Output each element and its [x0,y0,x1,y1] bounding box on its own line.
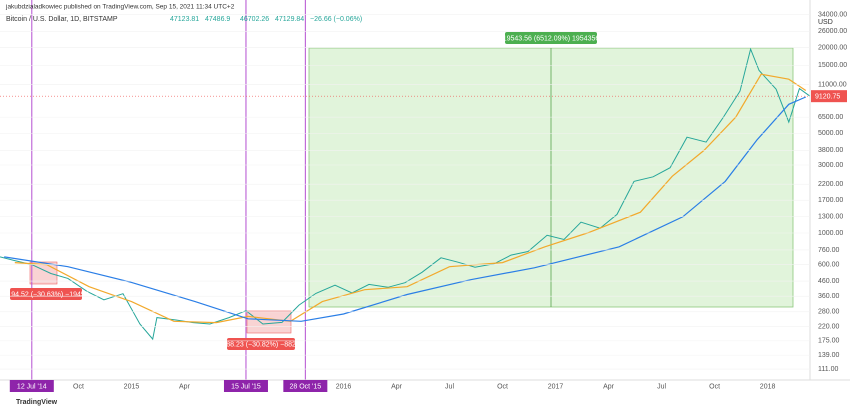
y-tick-label: 20000.00 [818,44,847,51]
y-tick-label: 175.00 [818,338,840,345]
header: jakubdzialadkowiec published on TradingV… [5,4,235,11]
measure-box-down [29,261,58,285]
x-tick-label: Apr [179,383,191,390]
x-tick-label: 2016 [336,383,352,390]
x-tick-label: Oct [709,383,720,390]
x-tick-label: 2018 [760,383,776,390]
x-tick-label: Jul [445,383,454,390]
x-tick-label: Jul [657,383,666,390]
x-tick-label: 28 Oct '15 [289,383,321,390]
x-tick-label: Oct [73,383,84,390]
y-tick-label: 600.00 [818,261,840,268]
x-marker-label-box [223,380,268,392]
y-tick-label: 1700.00 [818,197,843,204]
legend-title: Bitcoin / U.S. Dollar, 1D, BITSTAMP [6,16,118,23]
series-line [4,96,807,322]
x-tick-label: Oct [497,383,508,390]
y-tick-label: 26000.00 [818,28,847,35]
x-tick-label: 2017 [548,383,564,390]
x-tick-label: Apr [391,383,403,390]
y-tick-label: 280.00 [818,309,840,316]
y-tick-label: 5000.00 [818,130,843,137]
y-tick-label: 1000.00 [818,230,843,237]
annotation: 19543.56 (6512.09%) 1954356 [503,35,600,42]
last-price-box [811,90,847,103]
y-tick-label: 6500.00 [818,114,843,121]
annotation-box [10,288,82,300]
y-tick-label: 220.00 [818,324,840,331]
y-tick-label: 3800.00 [818,147,843,154]
axes: 34000.00 26000.00 20000.00 15000.00 11000.00… [0,12,847,392]
x-marker-label-box [283,380,328,392]
y-tick-label: 3000.00 [818,162,843,169]
x-tick-label: 15 Jul '15 [231,383,261,390]
x-marker-label-box [9,380,54,392]
series-line [14,73,807,324]
y-tick-label: 34000.00 [818,12,847,19]
legend-change: −26.66 (−0.06%) [310,16,362,23]
watermark: TradingView [16,399,58,406]
x-tick-label: Apr [603,383,615,390]
x-tick-label: 2015 [124,383,140,390]
y-tick-label: 11000.00 [818,81,847,88]
measure-box-down [246,310,292,334]
x-tick-label: 12 Jul '14 [17,383,47,390]
y-unit: USD [818,19,833,26]
y-tick-label: 15000.00 [818,62,847,69]
y-tick-label: 111.00 [818,366,838,373]
y-tick-label: 460.00 [818,278,840,285]
y-tick-label: 360.00 [818,293,840,300]
y-tick-label: 2200.00 [818,181,843,188]
y-tick-label: 139.00 [818,352,840,359]
y-tick-label: 760.00 [818,247,840,254]
legend-high: 47486.9 [205,16,230,23]
legend-open: 47123.81 [170,16,199,23]
annotation: −88.23 (−30.82%) −8823 [222,341,300,348]
legend-close: 47129.84 [275,16,304,23]
plot [0,0,811,380]
annotation: −194.52 (−30.63%) −19452 [3,291,89,298]
legend-low: 46702.26 [240,16,269,23]
last-price-label: 9120.75 [815,94,840,101]
y-tick-label: 1300.00 [818,214,843,221]
annotation-box [505,32,597,44]
